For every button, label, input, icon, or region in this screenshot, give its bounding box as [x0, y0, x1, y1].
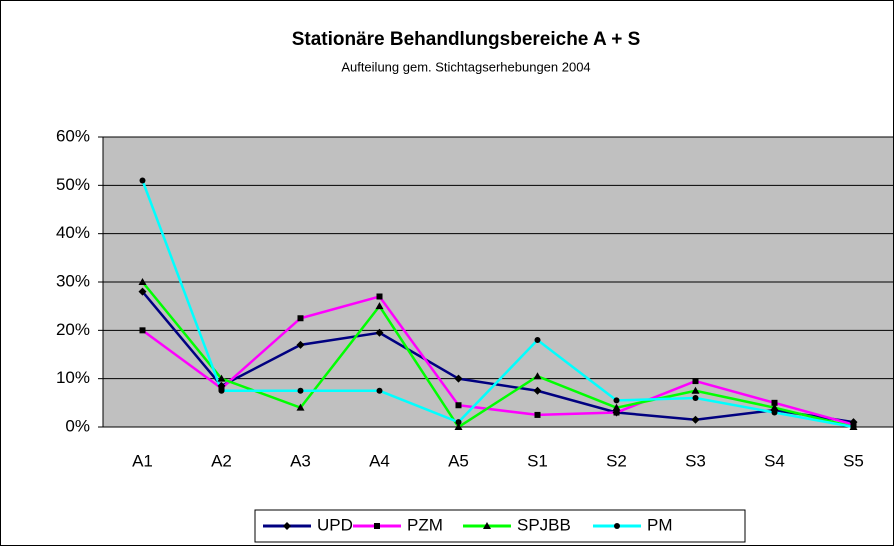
marker [374, 523, 380, 529]
marker [455, 419, 462, 426]
marker [376, 387, 383, 394]
marker [283, 522, 291, 530]
marker [296, 403, 305, 411]
marker [139, 327, 146, 334]
marker [139, 177, 146, 184]
chart-subtitle: Aufteilung gem. Stichtagserhebungen 2004 [341, 59, 590, 74]
marker [454, 374, 463, 383]
y-tick-label: 40% [56, 223, 90, 242]
legend-label: PZM [407, 515, 443, 534]
marker [614, 523, 620, 529]
marker [376, 293, 383, 300]
marker [454, 423, 463, 430]
legend-label: SPJBB [517, 515, 571, 534]
marker [455, 402, 462, 409]
marker [534, 411, 541, 418]
marker [483, 522, 491, 529]
marker [534, 337, 541, 343]
marker [613, 409, 620, 416]
marker [533, 372, 542, 380]
legend-label: UPD [317, 515, 353, 534]
marker [612, 403, 621, 411]
series-line [141, 295, 854, 426]
marker [692, 378, 699, 385]
chart-title: Stationäre Behandlungsbereiche A + S [292, 29, 641, 50]
legend-label: PM [647, 515, 673, 534]
x-tick-label: A2 [211, 451, 232, 470]
x-tick-label: A4 [369, 451, 390, 470]
marker [218, 387, 225, 394]
x-tick-label: S3 [685, 451, 706, 470]
x-tick-label: S5 [843, 451, 864, 470]
marker [533, 386, 542, 395]
y-tick-label: 0% [65, 416, 90, 435]
x-tick-label: A1 [132, 451, 153, 470]
x-tick-label: A5 [448, 451, 469, 470]
marker [138, 278, 147, 285]
y-tick-label: 50% [56, 175, 90, 194]
marker [138, 287, 147, 296]
series-line [141, 290, 854, 424]
x-tick-label: A3 [290, 451, 311, 470]
marker [297, 387, 304, 394]
marker [297, 315, 304, 322]
x-tick-label: S4 [764, 451, 785, 470]
marker [771, 409, 778, 416]
marker [770, 403, 779, 411]
y-tick-label: 60% [56, 126, 90, 145]
y-tick-label: 30% [56, 271, 90, 290]
y-tick-label: 10% [56, 368, 90, 387]
x-tick-label: S2 [606, 451, 627, 470]
marker [850, 424, 857, 430]
marker [375, 302, 384, 310]
marker [375, 328, 384, 337]
marker [613, 397, 620, 404]
marker [691, 386, 700, 394]
marker [692, 395, 699, 401]
marker [217, 374, 226, 382]
x-tick-label: S1 [527, 451, 548, 470]
marker [771, 399, 778, 406]
marker [296, 340, 305, 349]
y-tick-label: 20% [56, 320, 90, 339]
series-line [141, 281, 854, 429]
marker [691, 415, 700, 424]
series-line [141, 180, 854, 429]
